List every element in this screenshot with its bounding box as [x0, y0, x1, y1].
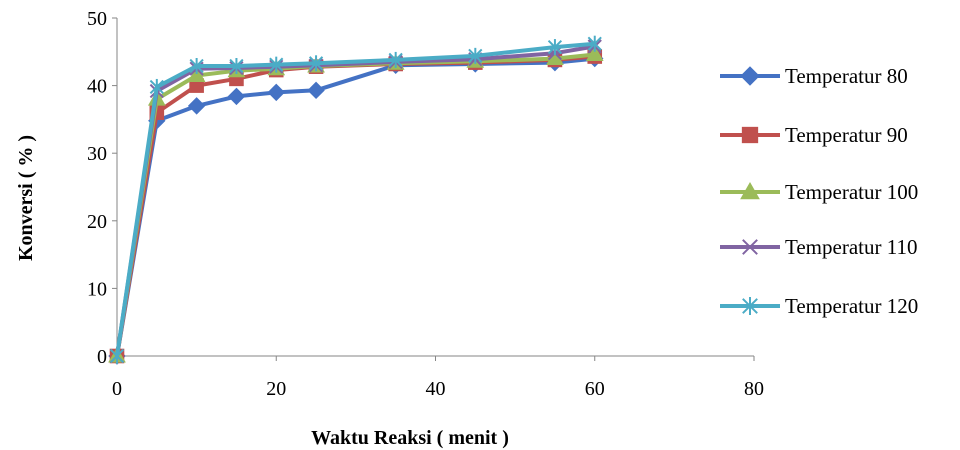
legend-marker	[740, 66, 760, 86]
legend-item: Temperatur 90	[720, 123, 908, 147]
data-point	[547, 39, 563, 56]
data-point	[229, 57, 244, 74]
legend-marker	[742, 239, 758, 255]
legend-label: Temperatur 110	[785, 235, 917, 259]
legend-label: Temperatur 120	[785, 294, 918, 318]
legend-marker	[742, 297, 758, 315]
y-axis-title: Konversi ( % )	[15, 135, 37, 261]
legend-item: Temperatur 120	[720, 294, 918, 318]
data-point	[189, 57, 204, 74]
data-point	[187, 66, 206, 82]
data-point	[468, 47, 483, 64]
series-line	[115, 44, 596, 357]
data-point	[149, 78, 164, 95]
x-tick-label: 80	[744, 378, 764, 400]
data-point	[308, 55, 324, 72]
series-line	[115, 52, 596, 357]
series-1	[108, 49, 604, 365]
y-tick-label: 40	[87, 76, 107, 98]
data-point	[187, 97, 206, 115]
series-5	[109, 35, 602, 364]
legend-label: Temperatur 80	[785, 64, 908, 88]
data-point	[388, 51, 403, 68]
legend-marker	[740, 181, 760, 200]
series-line	[115, 41, 595, 357]
data-point	[585, 45, 604, 62]
data-point	[267, 83, 285, 102]
x-axis-title: Waktu Reaksi ( menit )	[311, 427, 509, 449]
data-point	[269, 56, 284, 73]
data-point	[227, 87, 246, 106]
x-tick-label: 20	[266, 378, 286, 400]
legend-item: Temperatur 110	[720, 235, 917, 259]
x-tick-label: 60	[585, 378, 605, 400]
y-tick-label: 10	[87, 278, 107, 300]
y-tick-label: 50	[87, 8, 107, 30]
y-axis-ticks: 0 10 20 30 40 50	[87, 8, 117, 368]
legend-label: Temperatur 90	[785, 123, 908, 147]
data-point	[307, 81, 325, 100]
legend-marker	[741, 126, 759, 144]
series-line	[115, 54, 595, 357]
legend-item: Temperatur 100	[720, 180, 918, 204]
series-4	[109, 39, 602, 364]
data-point	[109, 348, 125, 364]
legend-item: Temperatur 80	[720, 64, 908, 88]
series-2	[109, 49, 603, 364]
data-series	[108, 35, 604, 365]
y-tick-label: 0	[97, 346, 107, 368]
y-tick-label: 20	[87, 211, 107, 233]
x-axis-ticks: 0 20 40 60 80	[112, 356, 764, 400]
x-tick-label: 40	[426, 378, 446, 400]
y-tick-label: 30	[87, 143, 107, 165]
legend-label: Temperatur 100	[785, 180, 918, 204]
series-line	[115, 56, 595, 357]
x-tick-label: 0	[112, 378, 122, 400]
data-point	[587, 35, 602, 52]
legend: Temperatur 80 Temperatur 90 Temperatur 100…	[720, 64, 918, 318]
